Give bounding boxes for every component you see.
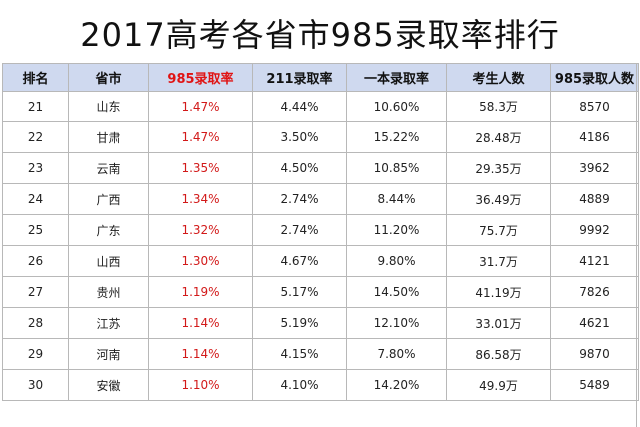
cell-985-rate[interactable]: 1.19%: [148, 276, 253, 308]
table-row: 30 安徽 1.10% 4.10% 14.20% 49.9万 5489: [2, 369, 639, 401]
cell-985-admitted[interactable]: 7826: [550, 276, 639, 308]
cell-first-tier-rate[interactable]: 12.10%: [346, 307, 447, 339]
cell-candidates[interactable]: 33.01万: [446, 307, 551, 339]
table-row: 21 山东 1.47% 4.44% 10.60% 58.3万 8570: [2, 91, 639, 122]
cell-985-rate[interactable]: 1.30%: [148, 245, 253, 277]
cell-candidates[interactable]: 75.7万: [446, 214, 551, 246]
cell-985-admitted[interactable]: 4889: [550, 183, 639, 215]
cell-province[interactable]: 安徽: [68, 369, 149, 401]
header-cell-211-rate[interactable]: 211录取率: [252, 63, 347, 92]
cell-first-tier-rate[interactable]: 7.80%: [346, 338, 447, 370]
cell-rank[interactable]: 21: [2, 91, 69, 122]
ranking-table: 排名 省市 985录取率 211录取率 一本录取率 考生人数 985录取人数 2…: [2, 63, 639, 401]
cell-province[interactable]: 河南: [68, 338, 149, 370]
table-row: 29 河南 1.14% 4.15% 7.80% 86.58万 9870: [2, 338, 639, 370]
cell-province[interactable]: 甘肃: [68, 121, 149, 153]
table-body: 21 山东 1.47% 4.44% 10.60% 58.3万 8570 22 甘肃 1.47% 3.…: [2, 91, 639, 401]
cell-985-rate[interactable]: 1.47%: [148, 91, 253, 122]
cell-211-rate[interactable]: 2.74%: [252, 214, 347, 246]
cell-first-tier-rate[interactable]: 15.22%: [346, 121, 447, 153]
cell-985-rate[interactable]: 1.14%: [148, 307, 253, 339]
cell-211-rate[interactable]: 4.44%: [252, 91, 347, 122]
header-cell-first-tier-rate[interactable]: 一本录取率: [346, 63, 447, 92]
cell-211-rate[interactable]: 4.50%: [252, 152, 347, 184]
cell-rank[interactable]: 28: [2, 307, 69, 339]
cell-first-tier-rate[interactable]: 9.80%: [346, 245, 447, 277]
cell-211-rate[interactable]: 5.17%: [252, 276, 347, 308]
cell-first-tier-rate[interactable]: 10.85%: [346, 152, 447, 184]
cell-rank[interactable]: 22: [2, 121, 69, 153]
cell-985-admitted[interactable]: 3962: [550, 152, 639, 184]
cell-candidates[interactable]: 29.35万: [446, 152, 551, 184]
page-title: 2017高考各省市985录取率排行: [80, 16, 560, 54]
cell-211-rate[interactable]: 2.74%: [252, 183, 347, 215]
cell-985-rate[interactable]: 1.14%: [148, 338, 253, 370]
cell-candidates[interactable]: 36.49万: [446, 183, 551, 215]
header-cell-985-admitted[interactable]: 985录取人数: [550, 63, 639, 92]
cell-candidates[interactable]: 28.48万: [446, 121, 551, 153]
table-row: 23 云南 1.35% 4.50% 10.85% 29.35万 3962: [2, 152, 639, 184]
cell-candidates[interactable]: 58.3万: [446, 91, 551, 122]
cell-985-rate[interactable]: 1.47%: [148, 121, 253, 153]
cell-candidates[interactable]: 49.9万: [446, 369, 551, 401]
cell-211-rate[interactable]: 4.15%: [252, 338, 347, 370]
grid-right-border: [636, 63, 637, 427]
cell-province[interactable]: 贵州: [68, 276, 149, 308]
cell-candidates[interactable]: 41.19万: [446, 276, 551, 308]
cell-province[interactable]: 广东: [68, 214, 149, 246]
cell-rank[interactable]: 25: [2, 214, 69, 246]
cell-province[interactable]: 山东: [68, 91, 149, 122]
cell-211-rate[interactable]: 3.50%: [252, 121, 347, 153]
cell-985-admitted[interactable]: 9870: [550, 338, 639, 370]
cell-province[interactable]: 云南: [68, 152, 149, 184]
table-row: 25 广东 1.32% 2.74% 11.20% 75.7万 9992: [2, 214, 639, 246]
header-row: 排名 省市 985录取率 211录取率 一本录取率 考生人数 985录取人数: [2, 63, 639, 92]
cell-985-admitted[interactable]: 4121: [550, 245, 639, 277]
header-cell-rank[interactable]: 排名: [2, 63, 69, 92]
cell-985-admitted[interactable]: 8570: [550, 91, 639, 122]
cell-province[interactable]: 江苏: [68, 307, 149, 339]
table-row: 26 山西 1.30% 4.67% 9.80% 31.7万 4121: [2, 245, 639, 277]
cell-province[interactable]: 广西: [68, 183, 149, 215]
cell-rank[interactable]: 26: [2, 245, 69, 277]
cell-candidates[interactable]: 31.7万: [446, 245, 551, 277]
table-row: 24 广西 1.34% 2.74% 8.44% 36.49万 4889: [2, 183, 639, 215]
cell-211-rate[interactable]: 4.67%: [252, 245, 347, 277]
cell-first-tier-rate[interactable]: 10.60%: [346, 91, 447, 122]
cell-985-rate[interactable]: 1.35%: [148, 152, 253, 184]
cell-985-admitted[interactable]: 4621: [550, 307, 639, 339]
header-cell-candidates[interactable]: 考生人数: [446, 63, 551, 92]
cell-985-admitted[interactable]: 5489: [550, 369, 639, 401]
table-row: 28 江苏 1.14% 5.19% 12.10% 33.01万 4621: [2, 307, 639, 339]
cell-985-rate[interactable]: 1.10%: [148, 369, 253, 401]
cell-985-admitted[interactable]: 9992: [550, 214, 639, 246]
cell-rank[interactable]: 23: [2, 152, 69, 184]
cell-province[interactable]: 山西: [68, 245, 149, 277]
table-row: 27 贵州 1.19% 5.17% 14.50% 41.19万 7826: [2, 276, 639, 308]
cell-first-tier-rate[interactable]: 14.50%: [346, 276, 447, 308]
cell-rank[interactable]: 29: [2, 338, 69, 370]
cell-211-rate[interactable]: 4.10%: [252, 369, 347, 401]
cell-211-rate[interactable]: 5.19%: [252, 307, 347, 339]
cell-rank[interactable]: 30: [2, 369, 69, 401]
header-cell-985-rate[interactable]: 985录取率: [148, 63, 253, 92]
cell-candidates[interactable]: 86.58万: [446, 338, 551, 370]
cell-rank[interactable]: 24: [2, 183, 69, 215]
cell-first-tier-rate[interactable]: 14.20%: [346, 369, 447, 401]
header-cell-province[interactable]: 省市: [68, 63, 149, 92]
table-row: 22 甘肃 1.47% 3.50% 15.22% 28.48万 4186: [2, 121, 639, 153]
cell-985-rate[interactable]: 1.34%: [148, 183, 253, 215]
cell-first-tier-rate[interactable]: 11.20%: [346, 214, 447, 246]
cell-rank[interactable]: 27: [2, 276, 69, 308]
cell-first-tier-rate[interactable]: 8.44%: [346, 183, 447, 215]
cell-985-rate[interactable]: 1.32%: [148, 214, 253, 246]
cell-985-admitted[interactable]: 4186: [550, 121, 639, 153]
